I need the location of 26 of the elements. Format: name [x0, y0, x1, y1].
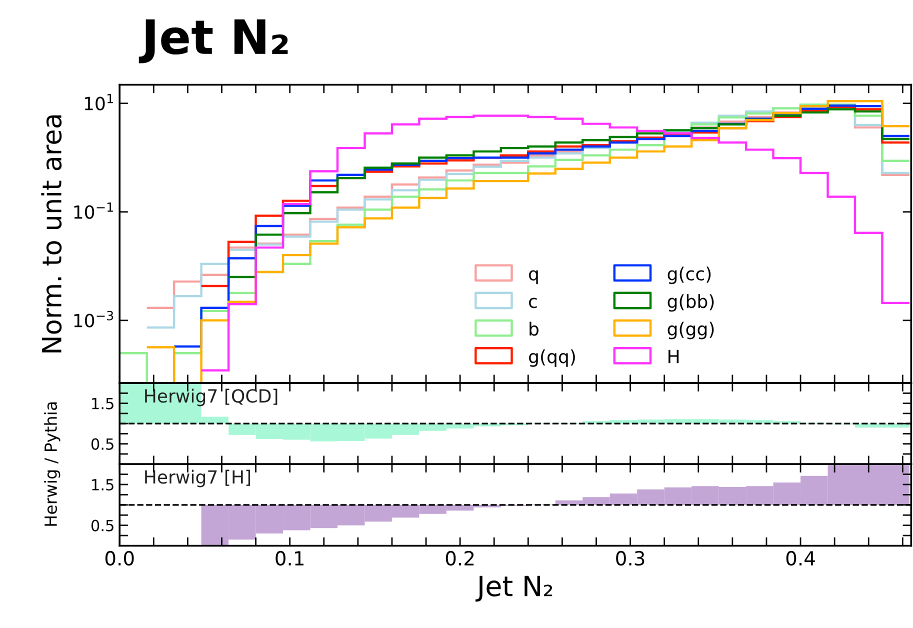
x-tick-label: 0.0: [105, 550, 134, 566]
annotation: Herwig7 [H]: [145, 470, 250, 488]
chart-title: Jet N₂: [138, 19, 288, 64]
x-tick-label: 0.3: [616, 550, 644, 566]
x-tick-label: 0.2: [446, 550, 474, 566]
y-axis-title: Norm. to unit area: [41, 115, 62, 352]
legend-label: b: [530, 322, 538, 336]
y-tick-label: 0.5: [91, 438, 114, 450]
legend-label: g(qq): [529, 349, 575, 367]
y-tick-label: 1.5: [92, 479, 114, 491]
legend-label: c: [529, 298, 537, 308]
y-axis-title: Herwig / Pythia: [44, 402, 60, 526]
legend-label: g(bb): [668, 294, 714, 312]
x-tick-label: 0.1: [276, 550, 304, 566]
y-tick-label: 1.5: [92, 398, 114, 410]
x-tick-label: 0.4: [786, 550, 815, 566]
y-tick-label: 0.5: [91, 520, 114, 532]
annotation: Herwig7 [QCD]: [145, 388, 278, 406]
legend-label: g(cc): [668, 266, 711, 284]
y-tick-label: 10$^{−1}$: [74, 202, 113, 219]
y-tick-label: 10$^{1}$: [84, 94, 113, 110]
legend-label: g(gg): [668, 322, 714, 340]
legend-label: q: [529, 270, 538, 284]
y-tick-label: 10$^{−3}$: [74, 310, 114, 328]
legend-label: H: [668, 350, 679, 364]
x-axis-title: Jet N₂: [475, 576, 552, 602]
